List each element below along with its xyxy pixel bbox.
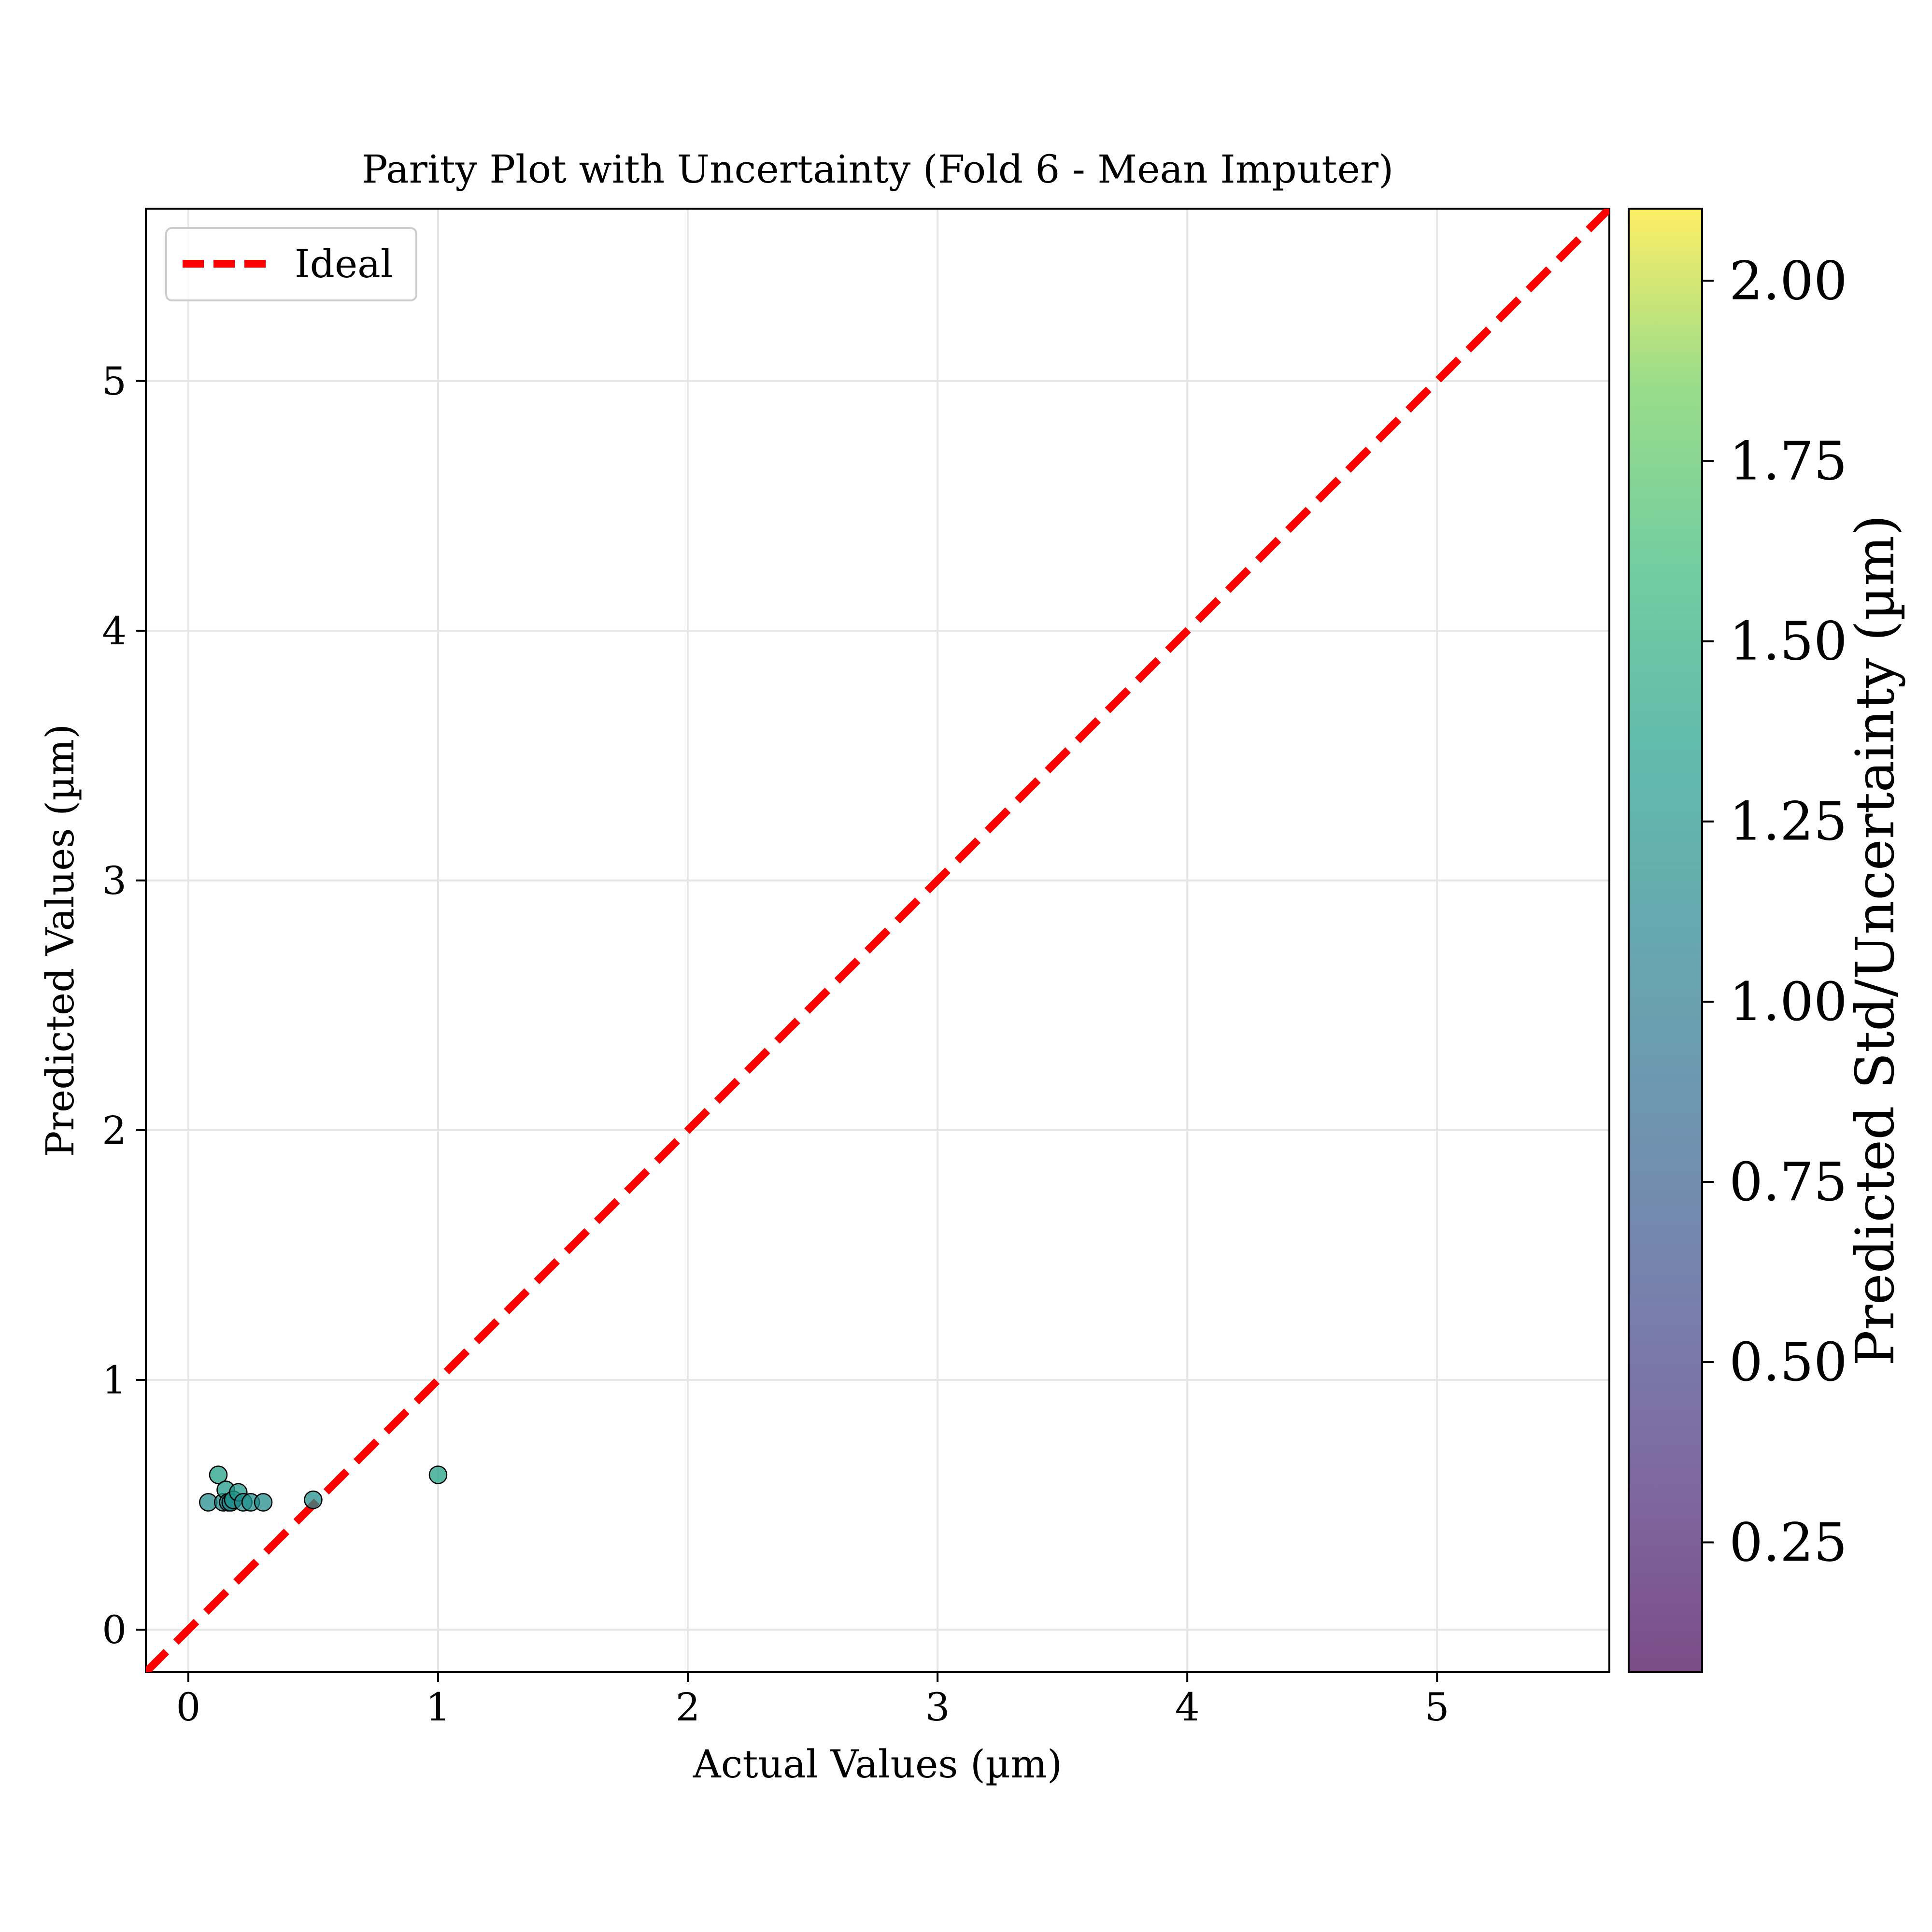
x-tick-label: 0 <box>176 1685 200 1730</box>
chart-title: Parity Plot with Uncertainty (Fold 6 - M… <box>362 147 1393 192</box>
x-tick-label: 3 <box>925 1685 950 1730</box>
x-tick-label: 4 <box>1175 1685 1200 1730</box>
y-tick-label: 0 <box>102 1607 127 1652</box>
colorbar-tick-label: 0.25 <box>1729 1511 1847 1573</box>
colorbar: 0.25 0.50 0.75 1.00 1.25 1.50 1.75 2.00 Predict… <box>1628 208 1906 1673</box>
data-point <box>304 1490 323 1509</box>
plot-frame <box>145 208 1610 1673</box>
colorbar-tick-label: 0.75 <box>1729 1151 1847 1213</box>
colorbar-tick-label: 1.50 <box>1729 611 1847 672</box>
legend-box <box>165 227 417 301</box>
y-tick-label: 1 <box>102 1358 127 1403</box>
data-point <box>209 1465 228 1484</box>
legend: Ideal <box>165 227 417 301</box>
data-point <box>254 1493 273 1512</box>
data-point <box>428 1465 448 1484</box>
colorbar-tick-label: 0.50 <box>1729 1331 1847 1393</box>
colorbar-label: Predicted Std/Uncertainty (µm) <box>1844 515 1906 1366</box>
x-tick-label: 2 <box>676 1685 700 1730</box>
x-tick-label: 5 <box>1425 1685 1449 1730</box>
grid-lines <box>146 209 1609 1672</box>
y-tick-label: 5 <box>102 359 127 404</box>
y-tick-label: 4 <box>102 609 127 653</box>
x-axis-label: Actual Values (µm) <box>693 1742 1062 1787</box>
colorbar-tick-label: 1.00 <box>1729 971 1847 1033</box>
legend-ideal-label: Ideal <box>295 242 393 286</box>
y-tick-label: 2 <box>102 1108 127 1153</box>
colorbar-tick-label: 1.75 <box>1729 430 1847 492</box>
colorbar-gradient <box>1629 209 1702 1672</box>
colorbar-frame <box>1628 208 1703 1673</box>
colorbar-tick-label: 1.25 <box>1729 791 1847 852</box>
y-axis-label: Predicted Values (µm) <box>38 724 83 1157</box>
ideal-line <box>146 209 1609 1672</box>
y-tick-label: 3 <box>102 858 127 903</box>
x-tick-label: 1 <box>426 1685 451 1730</box>
colorbar-tick-label: 2.00 <box>1729 250 1847 312</box>
